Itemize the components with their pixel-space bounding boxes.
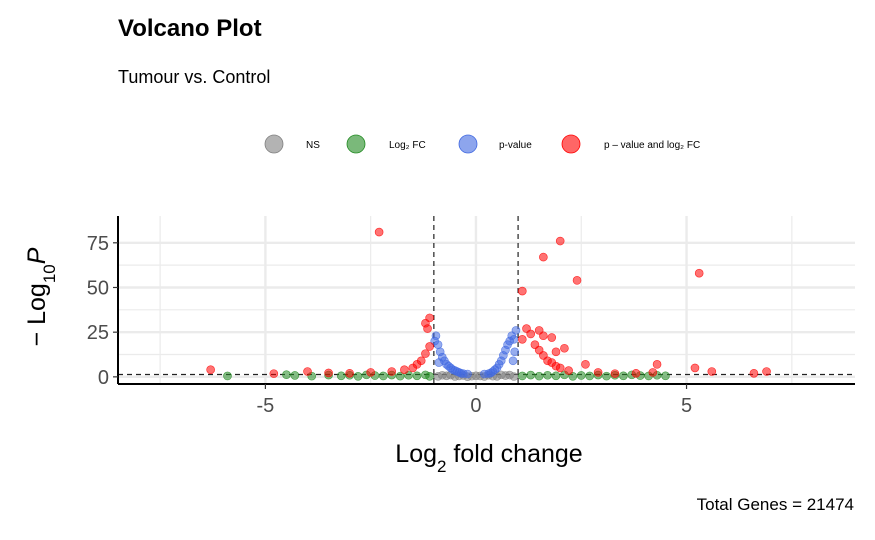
data-point-both (547, 333, 557, 342)
data-point-ns (471, 371, 481, 381)
legend-key-p (458, 134, 478, 154)
data-point-fc (526, 370, 536, 380)
legend-key-ns (264, 134, 284, 154)
data-point-both (526, 329, 536, 339)
data-point-fc (353, 372, 363, 381)
data-point-fc (568, 372, 578, 381)
data-point-fc (425, 372, 434, 381)
data-point-both (425, 313, 434, 323)
data-point-both (560, 343, 569, 353)
data-point-both (762, 367, 771, 376)
data-point-both (374, 227, 384, 237)
data-point-both (421, 349, 430, 358)
data-point-both (707, 367, 717, 376)
y-tick-label: 75 (87, 233, 109, 255)
data-point-ns (505, 370, 514, 380)
data-point-p (509, 335, 519, 344)
data-point-both (366, 368, 375, 377)
data-point-both (387, 367, 397, 376)
data-point-p (434, 358, 444, 367)
data-point-both (690, 363, 700, 373)
data-point-both (345, 368, 354, 378)
x-tick-label: 0 (470, 395, 481, 417)
data-point-both (303, 367, 312, 376)
y-tick-label: 0 (98, 367, 109, 389)
total-genes-caption: Total Genes = 21474 (696, 495, 854, 514)
y-tick-label: 25 (87, 322, 109, 344)
legend-label-ns: NS (306, 140, 320, 151)
cutoff-lines (118, 216, 855, 384)
data-point-both (423, 324, 432, 333)
y-axis-title: − Log10P (23, 247, 59, 346)
data-point-both (581, 360, 590, 369)
legend-label-p: p-value (499, 140, 532, 151)
data-point-fc (543, 370, 552, 380)
data-point-fc (602, 371, 611, 381)
x-axis-title: Log2 fold change (395, 440, 582, 476)
data-point-fc (290, 371, 300, 380)
data-point-both (610, 369, 620, 378)
data-point-fc (661, 371, 670, 381)
data-point-both (555, 363, 565, 373)
legend-key-fc (346, 134, 366, 154)
data-point-both (269, 369, 279, 378)
data-point-both (539, 252, 548, 262)
data-point-both (564, 366, 573, 375)
data-point-fc (517, 371, 527, 381)
data-point-fc (412, 371, 422, 381)
data-point-fc (551, 371, 561, 381)
data-point-ns (437, 370, 447, 380)
data-point-both (551, 347, 561, 357)
data-point-both (425, 342, 434, 351)
data-point-fc (379, 371, 388, 381)
grid-lines (118, 216, 855, 384)
data-point-both (400, 365, 409, 375)
data-point-fc (576, 371, 586, 380)
data-point-p (463, 369, 472, 379)
data-point-fc (534, 371, 544, 381)
data-point-fc (282, 370, 291, 380)
data-point-both (206, 365, 215, 375)
x-tick-label: 5 (681, 395, 692, 417)
data-point-both (694, 268, 704, 278)
data-point-p (508, 356, 518, 366)
data-point-fc (395, 371, 405, 381)
legend-label-fc: Log₂ FC (389, 140, 426, 151)
data-point-both (648, 368, 658, 377)
data-point-both (517, 286, 527, 296)
data-point-fc (336, 371, 346, 381)
data-point-both (517, 335, 527, 344)
legend: NS Log₂ FC p-value p – value and log₂ FC (264, 134, 700, 154)
chart-subtitle: Tumour vs. Control (118, 67, 271, 87)
chart-title: Volcano Plot (118, 15, 262, 42)
data-point-p (510, 347, 520, 357)
data-point-both (408, 363, 418, 373)
data-point-fc (585, 371, 594, 381)
data-point-p (511, 326, 521, 335)
legend-key-both (561, 134, 581, 154)
data-point-p (430, 336, 439, 346)
data-point-both (593, 368, 603, 377)
x-tick-label: -5 (257, 395, 275, 417)
data-point-fc (619, 371, 628, 381)
data-point-both (555, 236, 565, 246)
data-point-both (631, 368, 641, 378)
data-point-fc (223, 371, 232, 381)
data-point-ns (496, 370, 506, 380)
data-points (206, 227, 771, 381)
y-tick-label: 50 (87, 277, 109, 299)
data-point-both (652, 360, 662, 369)
legend-label-both: p – value and log₂ FC (604, 140, 700, 151)
data-point-both (749, 368, 759, 378)
data-point-both (539, 331, 548, 341)
data-point-both (324, 368, 333, 378)
data-point-both (572, 276, 582, 285)
